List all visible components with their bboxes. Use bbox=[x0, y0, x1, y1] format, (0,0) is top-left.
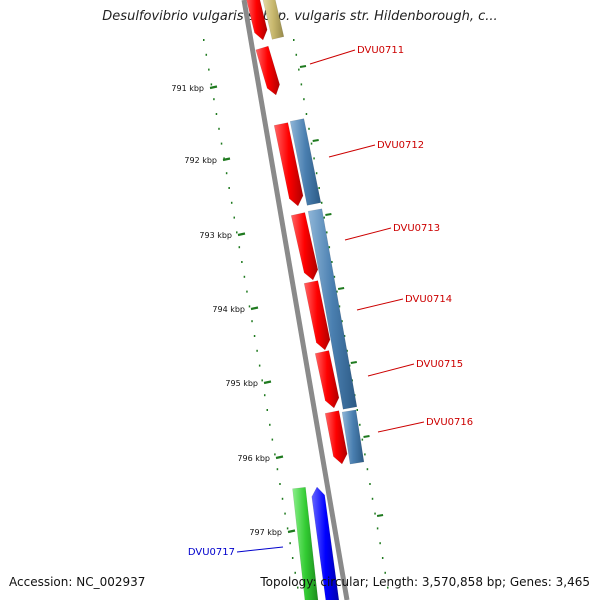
genome-backbone bbox=[241, 0, 350, 600]
gene-label-dvu0714[interactable]: DVU0714 bbox=[405, 294, 452, 305]
gene-label-dvu0716[interactable]: DVU0716 bbox=[426, 417, 473, 428]
major-tick bbox=[337, 287, 345, 290]
kbp-tick-label: 793 kbp bbox=[199, 231, 232, 240]
gene-label-leader bbox=[309, 49, 356, 65]
gene-arrow[interactable] bbox=[307, 208, 358, 410]
major-tick bbox=[350, 361, 357, 364]
major-tick bbox=[363, 435, 370, 438]
gene-label-leader bbox=[344, 227, 392, 241]
gene-label-dvu0713[interactable]: DVU0713 bbox=[393, 223, 440, 234]
gene-arrow-dvu0713[interactable] bbox=[290, 212, 319, 281]
gene-arrow-dvu0715[interactable] bbox=[314, 350, 340, 409]
gene-arrow[interactable] bbox=[341, 409, 365, 465]
gene-label-dvu0715[interactable]: DVU0715 bbox=[416, 359, 463, 370]
gene-label-leader bbox=[328, 144, 376, 158]
gene-features[interactable] bbox=[246, 0, 365, 600]
major-tick bbox=[312, 139, 319, 142]
gene-label-leader bbox=[377, 421, 425, 433]
kbp-tick-mark bbox=[275, 455, 284, 460]
gene-arrow[interactable] bbox=[262, 0, 285, 40]
gene-label-dvu0712[interactable]: DVU0712 bbox=[377, 140, 424, 151]
gene-arrow[interactable] bbox=[311, 486, 340, 600]
kbp-tick-mark bbox=[222, 157, 231, 162]
kbp-tick-label: 796 kbp bbox=[237, 454, 270, 463]
kbp-tick-label: 791 kbp bbox=[171, 84, 204, 93]
gene-labels: DVU0711 DVU0712 DVU0713 DVU0714 DVU0715 DVU07… bbox=[188, 45, 473, 558]
gene-label-dvu0717[interactable]: DVU0717 bbox=[188, 547, 235, 558]
topology-text: Topology: circular; Length: 3,570,858 bp… bbox=[260, 575, 590, 589]
kbp-tick-mark bbox=[237, 232, 246, 237]
kbp-tick-label: 792 kbp bbox=[184, 156, 217, 165]
kbp-tick-mark bbox=[263, 380, 272, 385]
gene-arrow[interactable] bbox=[289, 118, 322, 206]
accession-text: Accession: NC_002937 bbox=[9, 575, 146, 589]
gene-label-leader bbox=[356, 298, 404, 311]
kbp-tick-mark bbox=[250, 306, 259, 311]
major-tick bbox=[325, 213, 332, 216]
gene-arrow-dvu0717[interactable] bbox=[292, 487, 319, 600]
gene-label-leader bbox=[367, 363, 415, 377]
major-tick bbox=[376, 514, 384, 517]
gene-label-dvu0711[interactable]: DVU0711 bbox=[357, 45, 404, 56]
major-tick bbox=[299, 65, 307, 68]
gene-arrow-dvu0712[interactable] bbox=[273, 122, 304, 207]
gene-arrow-dvu0716[interactable] bbox=[324, 410, 348, 465]
kbp-tick-mark bbox=[287, 529, 296, 534]
minor-ticks-right bbox=[293, 39, 389, 589]
kbp-tick-label: 795 kbp bbox=[225, 379, 258, 388]
gene-arrow-dvu0714[interactable] bbox=[303, 280, 331, 351]
minor-ticks-left bbox=[203, 39, 299, 589]
kbp-ticks: 791 kbp 792 kbp 793 kbp 794 kbp 795 kbp 796 k… bbox=[171, 84, 296, 537]
kbp-tick-label: 797 kbp bbox=[249, 528, 282, 537]
genome-title: Desulfovibrio vulgaris subsp. vulgaris s… bbox=[102, 9, 498, 24]
gene-arrow[interactable] bbox=[246, 0, 268, 41]
gene-label-leader bbox=[236, 546, 284, 553]
kbp-tick-label: 794 kbp bbox=[212, 305, 245, 314]
kbp-tick-mark bbox=[209, 85, 218, 90]
gene-arrow-dvu0711[interactable] bbox=[255, 45, 280, 96]
